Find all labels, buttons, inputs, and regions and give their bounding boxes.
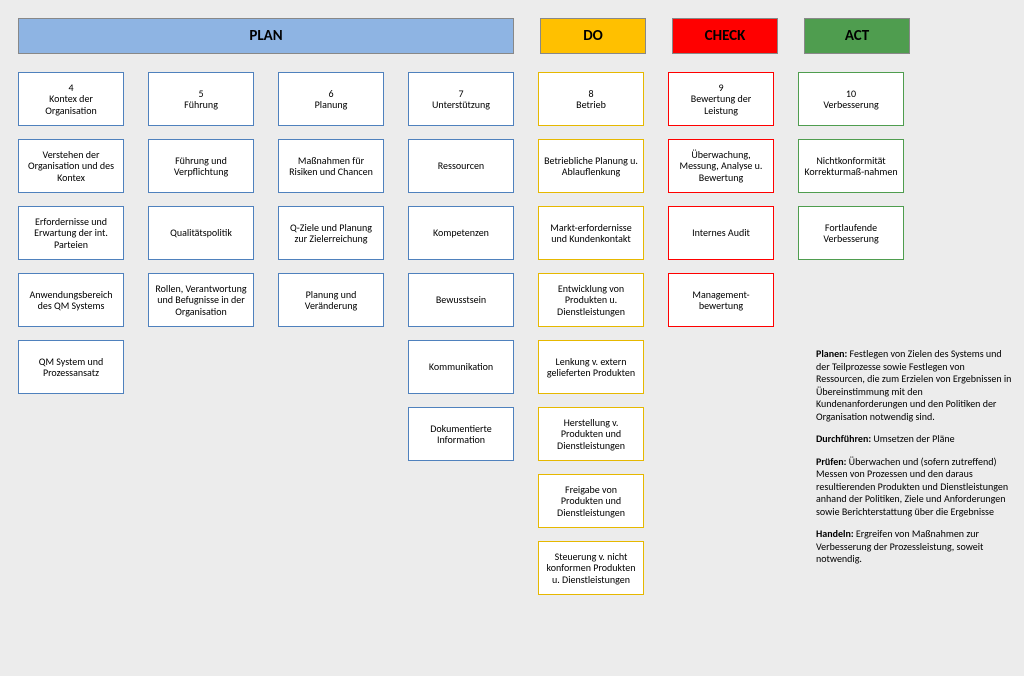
- box-c4-r7: Steuerung v. nicht konformen Produkten u…: [538, 541, 644, 595]
- box-c6-r2: Fortlaufende Verbesserung: [798, 206, 904, 260]
- box-c4-r1: Betriebliche Planung u. Ablauflenkung: [538, 139, 644, 193]
- box-c5-r2: Internes Audit: [668, 206, 774, 260]
- box-c1-r0: 5Führung: [148, 72, 254, 126]
- box-c3-r2: Kompetenzen: [408, 206, 514, 260]
- box-c6-r0: 10Verbesserung: [798, 72, 904, 126]
- box-c3-r5: Dokumentierte Information: [408, 407, 514, 461]
- box-c3-r4: Kommunikation: [408, 340, 514, 394]
- box-c3-r3: Bewusstsein: [408, 273, 514, 327]
- legend: Planen: Festlegen von Zielen des Systems…: [816, 348, 1014, 576]
- box-c6-r1: Nichtkonformität Korrekturmaß-nahmen: [798, 139, 904, 193]
- box-c4-r4: Lenkung v. extern gelieferten Produkten: [538, 340, 644, 394]
- pdca-grid: 4Kontex der Organisation Verstehen der Or…: [18, 72, 904, 595]
- box-c4-r5: Herstellung v. Produkten und Dienstleist…: [538, 407, 644, 461]
- box-c4-r3: Entwicklung von Produkten u. Dienstleist…: [538, 273, 644, 327]
- box-c2-r2: Q-Ziele und Planung zur Zielerreichung: [278, 206, 384, 260]
- legend-item-0: Planen: Festlegen von Zielen des Systems…: [816, 348, 1014, 423]
- box-c0-r3: Anwendungsbereich des QM Systems: [18, 273, 124, 327]
- box-c1-r1: Führung und Verpflichtung: [148, 139, 254, 193]
- box-c3-r0: 7Unterstützung: [408, 72, 514, 126]
- box-c3-r1: Ressourcen: [408, 139, 514, 193]
- phase-header-act: ACT: [804, 18, 910, 54]
- box-c5-r3: Management-bewertung: [668, 273, 774, 327]
- legend-item-2: Prüfen: Überwachen und (sofern zutreffen…: [816, 456, 1014, 519]
- box-c4-r2: Markt-erfordernisse und Kundenkontakt: [538, 206, 644, 260]
- phase-header-check: CHECK: [672, 18, 778, 54]
- box-c2-r1: Maßnahmen für Risiken und Chancen: [278, 139, 384, 193]
- box-c2-r3: Planung und Veränderung: [278, 273, 384, 327]
- box-c4-r0: 8Betrieb: [538, 72, 644, 126]
- box-c0-r2: Erfordernisse und Erwartung der int. Par…: [18, 206, 124, 260]
- box-c5-r0: 9Bewertung der Leistung: [668, 72, 774, 126]
- box-c5-r1: Überwachung, Messung, Analyse u. Bewertu…: [668, 139, 774, 193]
- box-c0-r4: QM System und Prozessansatz: [18, 340, 124, 394]
- box-c2-r0: 6Planung: [278, 72, 384, 126]
- legend-item-3: Handeln: Ergreifen von Maßnahmen zur Ver…: [816, 528, 1014, 566]
- box-c4-r6: Freigabe von Produkten und Dienstleistun…: [538, 474, 644, 528]
- phase-header-row: PLAN DO CHECK ACT: [18, 18, 910, 54]
- box-c1-r2: Qualitätspolitik: [148, 206, 254, 260]
- phase-header-plan: PLAN: [18, 18, 514, 54]
- box-c1-r3: Rollen, Verantwortung und Befugnisse in …: [148, 273, 254, 327]
- box-c0-r1: Verstehen der Organisation und des Konte…: [18, 139, 124, 193]
- box-c0-r0: 4Kontex der Organisation: [18, 72, 124, 126]
- legend-item-1: Durchführen: Umsetzen der Pläne: [816, 433, 1014, 446]
- phase-header-do: DO: [540, 18, 646, 54]
